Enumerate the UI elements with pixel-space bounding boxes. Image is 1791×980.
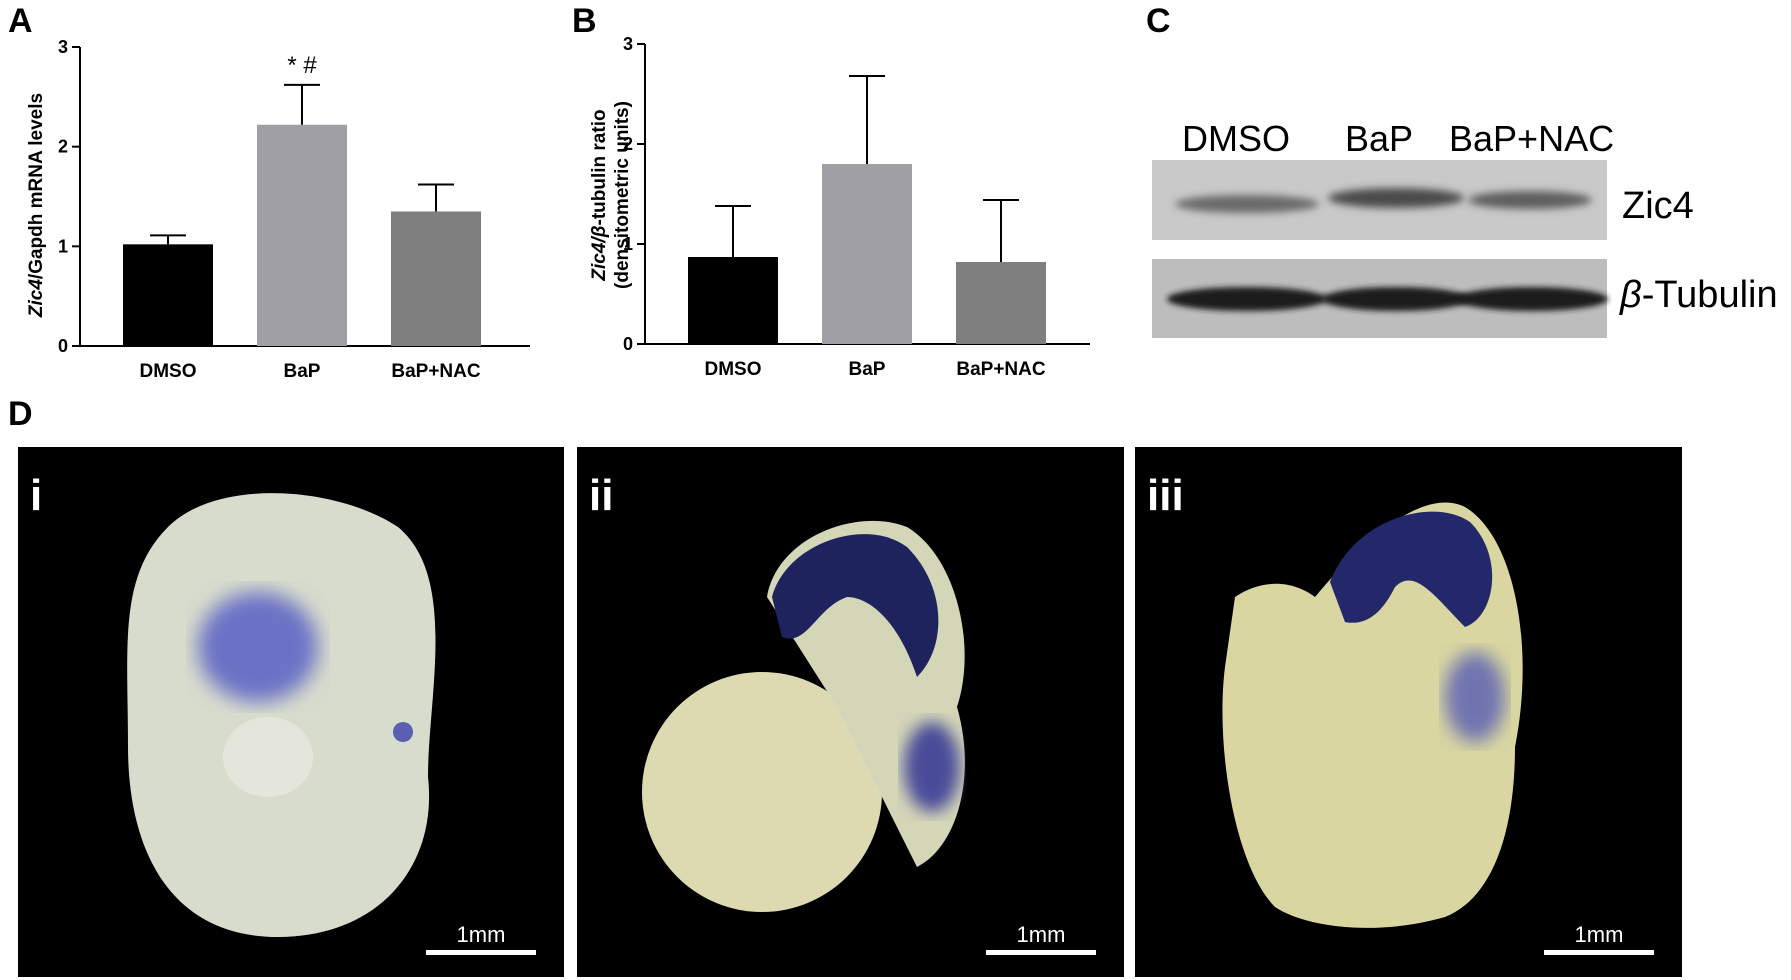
chart-b-bar-bap-nac bbox=[956, 262, 1046, 344]
panel-letter-c: C bbox=[1146, 2, 1171, 40]
photo-label-ii: ii bbox=[589, 471, 614, 520]
embryo-image-i bbox=[127, 493, 436, 937]
chart-b-ytick-label-3: 3 bbox=[623, 34, 633, 54]
scale-bar-iii: 1mm bbox=[1544, 922, 1654, 955]
band-zic4-bap bbox=[1328, 188, 1464, 208]
chart-a-ytick-label-0: 0 bbox=[58, 336, 68, 356]
panel-letter-a: A bbox=[8, 2, 33, 40]
photo-label-i: i bbox=[30, 471, 43, 520]
chart-b-ytick-label-0: 0 bbox=[623, 334, 633, 354]
chart-a-bar-bap bbox=[257, 124, 347, 347]
scale-bar-i: 1mm bbox=[426, 922, 536, 955]
chart-a-ylabel: Zic4/Gapdh mRNA levels bbox=[26, 93, 47, 318]
blot-lane-label-dmso: DMSO bbox=[1182, 118, 1290, 159]
chart-a-ytick-label-1: 1 bbox=[58, 236, 68, 256]
band-label-tubulin: β-Tubulin bbox=[1620, 274, 1778, 316]
chart-a-xtick-label-1: BaP bbox=[284, 361, 321, 382]
band-tubulin-bap bbox=[1322, 287, 1470, 311]
chart-b-xtick-label-2: BaP+NAC bbox=[956, 359, 1045, 380]
chart-a-bar-dmso bbox=[123, 244, 213, 346]
chart-a-xtick-label-2: BaP+NAC bbox=[391, 361, 480, 382]
chart-b-ylabel-line2: (densitometric units) bbox=[612, 101, 633, 289]
chart-b-ytick-label-2: 2 bbox=[623, 134, 633, 154]
band-label-zic4: Zic4 bbox=[1622, 185, 1694, 227]
chart-b-ytick-label-1: 1 bbox=[623, 234, 633, 254]
panel-letter-b: B bbox=[572, 2, 597, 40]
chart-a-zic4-mrna: Zic4/Gapdh mRNA levels 0 1 2 3 DMSO BaP * # BaP… bbox=[26, 37, 530, 382]
embryo-image-iii bbox=[1222, 502, 1523, 928]
embryo-photo-i: i 1mm bbox=[18, 447, 564, 977]
band-zic4-bap-nac bbox=[1468, 191, 1592, 209]
chart-b-xtick-label-0: DMSO bbox=[705, 359, 762, 380]
chart-b-bar-dmso bbox=[688, 257, 778, 344]
embryo-image-ii bbox=[642, 520, 965, 912]
blot-lane-label-bap-nac: BaP+NAC bbox=[1449, 118, 1615, 159]
western-blot bbox=[1152, 160, 1608, 338]
chart-a-ytick-label-2: 2 bbox=[58, 137, 68, 157]
embryo-photo-ii: ii 1mm bbox=[577, 447, 1124, 977]
chart-b-ylabel: Zic4/β-tubulin ratio bbox=[589, 109, 610, 281]
chart-a-significance-marker: * # bbox=[287, 52, 317, 79]
photo-label-iii: iii bbox=[1147, 471, 1184, 520]
chart-b-xtick-label-1: BaP bbox=[849, 359, 886, 380]
scale-bar-ii: 1mm bbox=[986, 922, 1096, 955]
band-tubulin-bap-nac bbox=[1456, 287, 1608, 311]
panel-letter-d: D bbox=[8, 395, 33, 433]
chart-a-xtick-label-0: DMSO bbox=[140, 361, 197, 382]
chart-b-zic4-tubulin-ratio: Zic4/β-tubulin ratio (densitometric unit… bbox=[589, 34, 1090, 380]
band-zic4-dmso bbox=[1175, 195, 1319, 213]
chart-a-bar-bap-nac bbox=[391, 211, 481, 346]
blot-lane-label-bap: BaP bbox=[1345, 118, 1414, 159]
embryo-photo-iii: iii 1mm bbox=[1135, 447, 1682, 977]
chart-a-ytick-label-3: 3 bbox=[58, 37, 68, 57]
band-tubulin-dmso bbox=[1167, 287, 1327, 311]
chart-b-bar-bap bbox=[822, 164, 912, 344]
